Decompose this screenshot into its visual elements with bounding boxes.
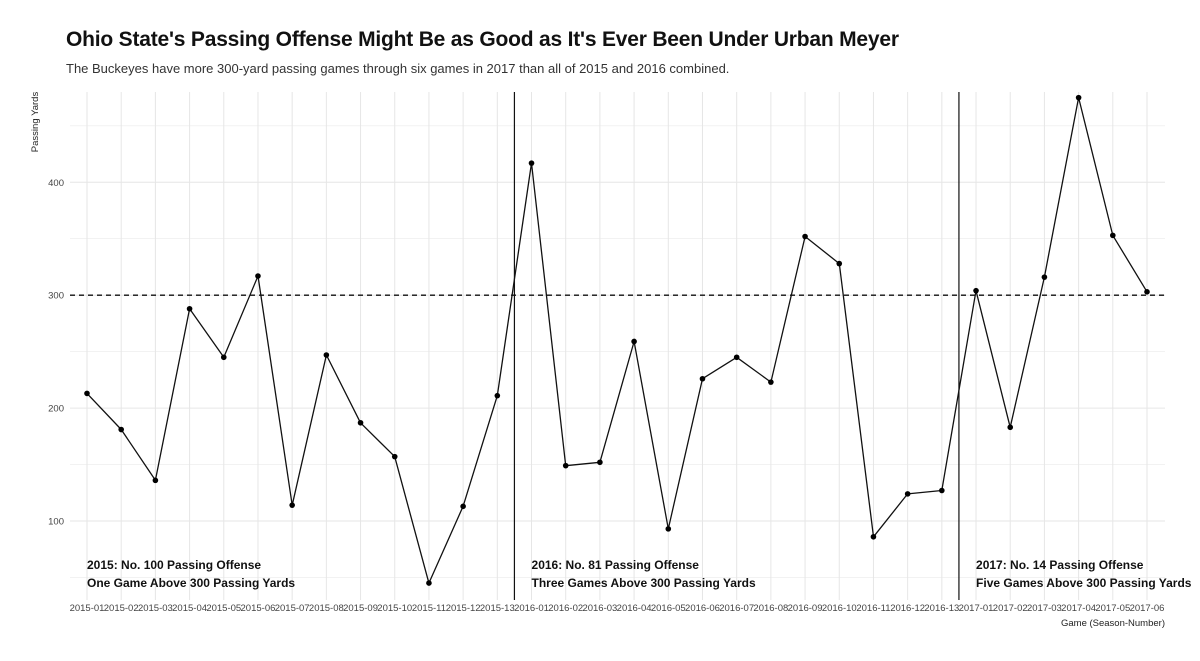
y-tick-label: 300	[48, 291, 64, 302]
y-tick-label: 100	[48, 516, 64, 527]
x-tick-label: 2015-11	[412, 603, 446, 614]
data-point	[562, 462, 569, 469]
x-tick-label: 2016-01	[514, 603, 549, 614]
data-point	[631, 338, 637, 345]
data-point	[802, 233, 808, 240]
x-tick-label: 2015-10	[377, 603, 412, 614]
x-tick-label: 2015-08	[309, 603, 344, 614]
data-point	[1007, 424, 1014, 431]
data-point	[255, 273, 261, 279]
x-tick-label: 2017-04	[1061, 603, 1096, 614]
data-point	[84, 390, 90, 397]
data-point	[118, 426, 124, 433]
data-point	[973, 287, 979, 294]
data-point	[494, 392, 501, 399]
data-point	[870, 533, 877, 540]
x-tick-label: 2017-05	[1095, 603, 1130, 614]
data-point	[220, 354, 227, 361]
data-point	[1144, 289, 1150, 295]
y-tick-label: 200	[48, 404, 64, 415]
data-point	[289, 502, 295, 508]
data-point	[426, 580, 432, 586]
x-tick-label: 2015-06	[241, 603, 276, 614]
x-tick-label: 2015-03	[138, 603, 173, 614]
data-point	[904, 491, 911, 497]
x-tick-label: 2017-02	[993, 603, 1028, 614]
data-point	[323, 352, 330, 358]
data-point	[665, 526, 672, 532]
x-tick-label: 2016-04	[617, 603, 652, 614]
x-tick-label: 2015-12	[446, 603, 481, 614]
x-tick-label: 2016-07	[719, 603, 754, 614]
data-point	[1110, 232, 1116, 239]
data-point	[836, 260, 843, 267]
season-annotation-line2: Five Games Above 300 Passing Yards	[976, 576, 1192, 590]
season-annotation-line1: 2016: No. 81 Passing Offense	[532, 558, 700, 572]
series-layer	[84, 94, 1150, 586]
x-tick-label: 2017-01	[959, 603, 994, 614]
y-tick-label: 400	[48, 178, 64, 189]
data-point	[939, 487, 945, 494]
data-point	[528, 160, 535, 166]
data-point	[1041, 274, 1048, 280]
x-tick-label: 2015-13	[480, 603, 515, 614]
x-tick-label: 2015-02	[104, 603, 139, 614]
x-tick-label: 2016-11	[856, 603, 890, 614]
grid-layer	[70, 92, 1165, 600]
data-point	[391, 453, 398, 460]
chart-title: Ohio State's Passing Offense Might Be as…	[66, 28, 899, 51]
data-point	[152, 477, 159, 484]
data-point	[460, 503, 466, 510]
x-tick-label: 2016-08	[753, 603, 788, 614]
season-annotation-line1: 2015: No. 100 Passing Offense	[87, 558, 261, 572]
x-tick-label: 2015-07	[275, 603, 310, 614]
data-point	[186, 305, 193, 312]
x-axis-title: Game (Season-Number)	[1061, 618, 1165, 629]
data-point	[768, 379, 774, 385]
data-point	[597, 459, 603, 466]
x-tick-label: 2016-13	[924, 603, 959, 614]
season-annotation-line1: 2017: No. 14 Passing Offense	[976, 558, 1144, 572]
x-tick-label: 2016-02	[548, 603, 583, 614]
x-tick-label: 2017-06	[1130, 603, 1165, 614]
y-axis-title: Passing Yards	[30, 92, 41, 153]
data-point	[733, 354, 740, 361]
season-annotation-line2: Three Games Above 300 Passing Yards	[532, 576, 756, 590]
x-tick-label: 2015-05	[206, 603, 241, 614]
data-point	[357, 419, 364, 426]
data-point	[699, 375, 706, 382]
season-annotation-line2: One Game Above 300 Passing Yards	[87, 576, 295, 590]
x-tick-label: 2016-03	[582, 603, 617, 614]
season-divider-layer	[513, 92, 960, 600]
x-tick-label: 2015-04	[172, 603, 207, 614]
x-tick-label: 2017-03	[1027, 603, 1062, 614]
x-tick-label: 2016-05	[651, 603, 686, 614]
data-point	[1075, 94, 1082, 101]
chart-subtitle: The Buckeyes have more 300-yard passing …	[66, 61, 730, 76]
x-tick-label: 2016-10	[822, 603, 857, 614]
series-line	[86, 96, 1148, 584]
x-tick-label: 2016-12	[890, 603, 925, 614]
x-tick-label: 2016-09	[788, 603, 823, 614]
x-tick-label: 2016-06	[685, 603, 720, 614]
label-layer: 100 200 300 400 2015-01 2015-02 2015-03 2015-04…	[30, 92, 1192, 629]
x-tick-label: 2015-01	[70, 603, 105, 614]
x-tick-label: 2015-09	[343, 603, 378, 614]
